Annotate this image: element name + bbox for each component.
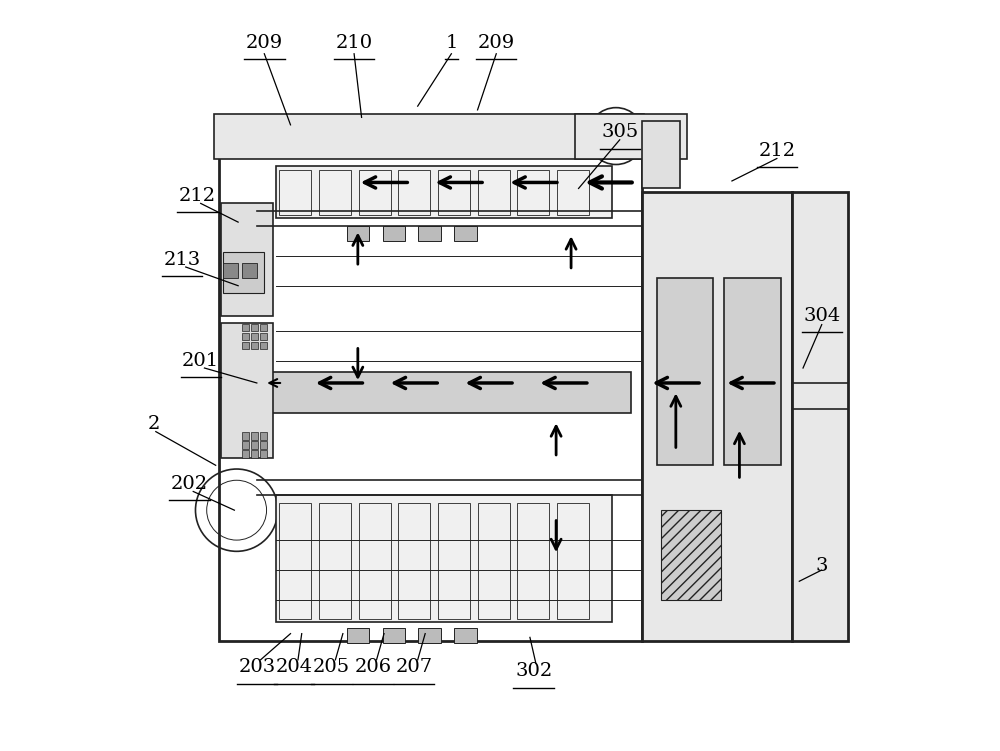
Bar (242, 451, 249, 458)
Bar (642, 192, 792, 641)
Bar (260, 342, 267, 349)
Bar (557, 502, 589, 619)
Bar (242, 342, 249, 349)
Bar (242, 442, 249, 449)
Text: 1: 1 (445, 34, 458, 52)
Text: 212: 212 (758, 142, 795, 160)
Bar (383, 226, 405, 241)
Bar (242, 324, 249, 331)
Bar (260, 433, 267, 440)
Bar (575, 113, 687, 158)
Bar (251, 342, 258, 349)
Text: 205: 205 (313, 659, 350, 677)
Text: 209: 209 (478, 34, 515, 52)
Bar (242, 264, 257, 278)
Bar (319, 502, 351, 619)
Bar (319, 170, 351, 215)
Bar (517, 502, 549, 619)
Text: 2: 2 (147, 415, 160, 433)
Bar (219, 132, 642, 641)
Bar (279, 170, 311, 215)
Bar (257, 372, 631, 413)
Bar (251, 442, 258, 449)
Bar (347, 628, 369, 643)
Bar (260, 451, 267, 458)
Bar (260, 324, 267, 331)
Bar (454, 226, 477, 241)
Bar (454, 628, 477, 643)
Text: 201: 201 (182, 351, 219, 369)
Bar (223, 264, 238, 278)
Text: 302: 302 (515, 662, 552, 680)
Bar (724, 278, 781, 466)
Text: 210: 210 (336, 34, 373, 52)
Text: 3: 3 (815, 557, 828, 575)
Text: 206: 206 (354, 659, 391, 677)
Bar (279, 502, 311, 619)
Bar (383, 628, 405, 643)
Bar (251, 433, 258, 440)
Bar (251, 451, 258, 458)
Text: 202: 202 (171, 475, 208, 493)
Text: 305: 305 (601, 123, 638, 141)
Text: 209: 209 (246, 34, 283, 52)
Bar (276, 495, 612, 623)
Bar (359, 502, 391, 619)
Bar (359, 170, 391, 215)
Bar (398, 170, 430, 215)
Bar (251, 324, 258, 331)
Text: 213: 213 (163, 251, 201, 269)
Bar (418, 226, 441, 241)
Bar (223, 252, 264, 293)
Text: 203: 203 (238, 659, 275, 677)
Bar (398, 502, 430, 619)
Bar (557, 170, 589, 215)
Bar (347, 226, 369, 241)
Bar (792, 192, 848, 641)
Circle shape (597, 117, 635, 155)
Text: 204: 204 (276, 659, 313, 677)
Bar (418, 628, 441, 643)
Bar (260, 442, 267, 449)
Bar (242, 433, 249, 440)
Bar (478, 170, 510, 215)
Bar (642, 121, 680, 189)
Bar (438, 170, 470, 215)
Text: 304: 304 (803, 306, 840, 324)
Bar (478, 502, 510, 619)
Bar (260, 333, 267, 340)
Bar (221, 204, 273, 315)
Bar (276, 166, 612, 219)
Bar (438, 502, 470, 619)
Bar (242, 333, 249, 340)
Bar (251, 333, 258, 340)
Bar (661, 510, 721, 600)
Text: 207: 207 (395, 659, 433, 677)
Bar (221, 323, 273, 458)
Text: 212: 212 (178, 187, 216, 205)
Bar (214, 113, 644, 158)
Bar (657, 278, 713, 466)
Bar (517, 170, 549, 215)
